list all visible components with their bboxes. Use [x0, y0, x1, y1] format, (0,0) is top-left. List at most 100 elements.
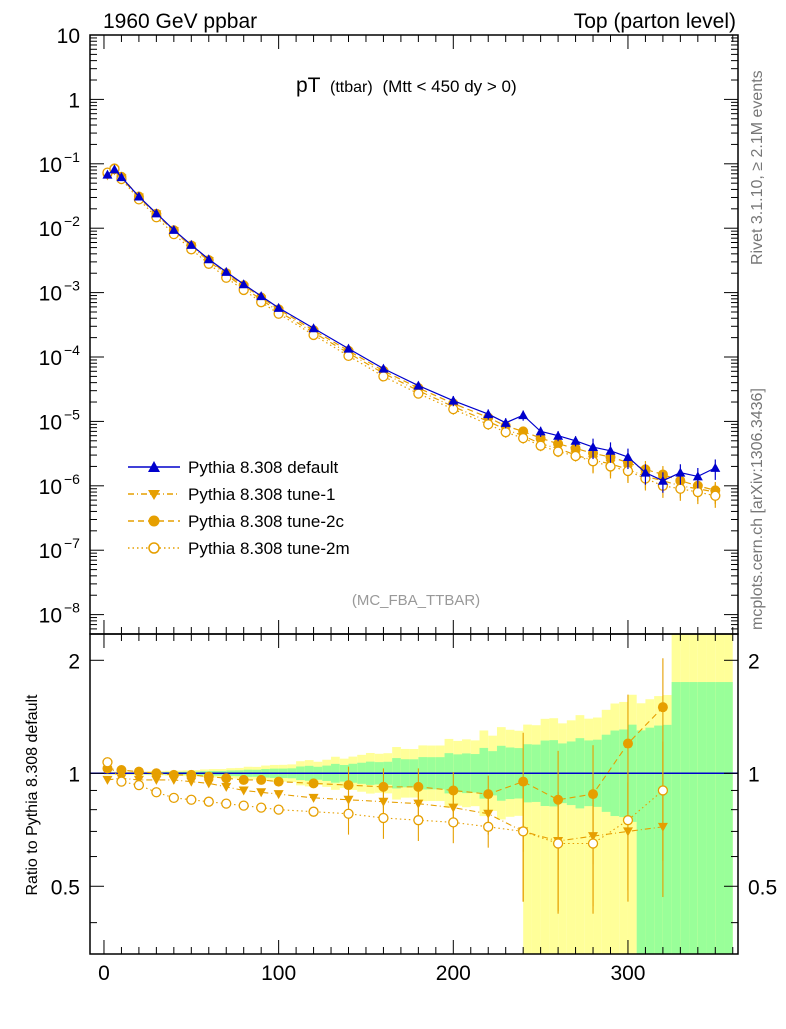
yellow-band-bin — [566, 720, 576, 954]
ratio-marker-tune1 — [186, 777, 197, 787]
ratio-line-tune1 — [107, 777, 663, 842]
yellow-band-bin — [531, 725, 541, 954]
ratio-marker-tune1 — [151, 775, 162, 785]
legend-entry-tune2c: Pythia 8.308 tune-2c — [128, 512, 344, 531]
marker-tune2c — [535, 433, 546, 444]
marker-tune2m — [500, 427, 511, 438]
legend-label-default: Pythia 8.308 default — [188, 458, 339, 477]
ratio-y-tick-label-right: 1 — [748, 763, 760, 786]
header-right: Top (parton level) — [574, 10, 736, 33]
ratio-marker-tune2m — [308, 806, 319, 817]
marker-default — [273, 302, 284, 312]
marker-default — [256, 291, 267, 301]
legend-label-tune2m: Pythia 8.308 tune-2m — [188, 539, 350, 558]
legend-entry-default: Pythia 8.308 default — [128, 458, 339, 477]
ratio-marker-tune1 — [308, 793, 319, 803]
ratio-y-tick-label: 1 — [68, 763, 80, 786]
x-tick-label: 100 — [261, 962, 296, 985]
plot-title: pT (ttbar) (Mtt < 450 dy > 0) — [296, 74, 517, 97]
ratio-marker-tune2c — [308, 778, 319, 789]
y-tick-label: 10 — [39, 540, 62, 563]
ratio-marker-tune2c — [203, 771, 214, 782]
ratio-marker-tune2m — [483, 821, 494, 832]
ratio-marker-tune2m — [273, 804, 284, 815]
y-tick-exponent: −7 — [64, 535, 80, 551]
green-band-bin — [689, 682, 698, 954]
ratio-marker-tune2m — [552, 838, 564, 849]
marker-default — [675, 467, 686, 477]
marker-default — [518, 410, 529, 420]
marker-default — [378, 363, 389, 373]
marker-tune2m — [710, 490, 721, 501]
legend-entry-tune2m: Pythia 8.308 tune-2m — [128, 539, 350, 558]
ratio-marker-tune2m — [221, 798, 232, 809]
green-band-bin — [697, 682, 707, 954]
plot-title-sub: (ttbar) — [330, 79, 373, 96]
green-band-bin — [715, 682, 725, 954]
yellow-band-bin — [584, 718, 594, 954]
green-band-bin — [671, 682, 681, 954]
ratio-marker-tune2c — [657, 702, 668, 713]
yellow-band-bin — [627, 694, 637, 954]
ratio-y-tick-label-right: 0.5 — [748, 876, 777, 899]
green-band-bin — [636, 730, 646, 954]
ratio-marker-tune2c — [256, 774, 267, 785]
marker-default — [116, 172, 127, 182]
marker-default — [168, 224, 179, 234]
marker-default — [133, 191, 144, 201]
y-tick-label: 10 — [39, 411, 62, 434]
ratio-marker-tune2m — [587, 838, 599, 849]
ratio-y-tick-label: 0.5 — [51, 876, 80, 899]
ratio-marker-tune2m — [151, 787, 162, 798]
legend: Pythia 8.308 default Pythia 8.308 tune-1… — [128, 458, 350, 558]
ratio-marker-tune1 — [238, 786, 249, 796]
ratio-marker-tune2m — [448, 817, 459, 828]
yellow-band-bin — [549, 718, 559, 954]
marker-tune2m — [483, 419, 494, 430]
marker-default — [657, 475, 668, 485]
x-tick-label: 200 — [436, 962, 471, 985]
green-band-bin — [680, 682, 690, 954]
rivet-label: Rivet 3.1.10, ≥ 2.1M events — [749, 70, 766, 265]
marker-default — [343, 343, 354, 353]
y-tick-label: 10 — [57, 25, 80, 48]
ratio-marker-tune2m — [622, 815, 634, 826]
ratio-ylabel: Ratio to Pythia 8.308 default — [24, 694, 41, 896]
marker-default — [605, 445, 616, 455]
ratio-marker-tune1 — [102, 775, 113, 785]
ratio-marker-tune1 — [221, 782, 232, 792]
mcplots-label: mcplots.cern.ch [arXiv:1306.3436] — [749, 388, 766, 630]
ratio-marker-tune2c — [273, 776, 284, 787]
ratio-marker-tune2c — [483, 789, 494, 800]
ratio-marker-tune2c — [151, 768, 162, 779]
plot-title-rest: (Mtt < 450 dy > 0) — [383, 77, 517, 96]
ratio-marker-tune2c — [413, 781, 424, 792]
y-tick-exponent: −1 — [64, 149, 80, 165]
y-tick-label: 10 — [39, 218, 62, 241]
y-tick-exponent: −4 — [64, 342, 80, 358]
ratio-marker-tune2m — [116, 776, 127, 787]
ratio-marker-tune1 — [203, 779, 214, 789]
header-left: 1960 GeV ppbar — [103, 10, 257, 33]
y-tick-exponent: −8 — [64, 600, 80, 616]
ratio-marker-tune2c — [116, 765, 127, 776]
y-tick-exponent: −5 — [64, 406, 80, 422]
y-tick-exponent: −2 — [64, 213, 80, 229]
ratio-marker-tune2c — [343, 780, 354, 791]
y-tick-label: 10 — [39, 476, 62, 499]
ratio-marker-tune2c — [186, 769, 197, 780]
marker-default — [483, 409, 494, 419]
ratio-marker-tune2m — [378, 812, 389, 824]
yellow-band-bin — [575, 715, 585, 954]
marker-default — [535, 426, 546, 436]
ratio-marker-tune1 — [256, 788, 267, 798]
ratio-marker-tune2c — [133, 766, 144, 777]
ratio-marker-tune2c — [622, 738, 633, 749]
marker-tune2m — [692, 486, 703, 498]
marker-tune2m — [378, 371, 389, 382]
marker-default — [102, 169, 113, 179]
marker-tune2m — [343, 350, 354, 362]
ratio-marker-tune2m — [518, 826, 529, 837]
